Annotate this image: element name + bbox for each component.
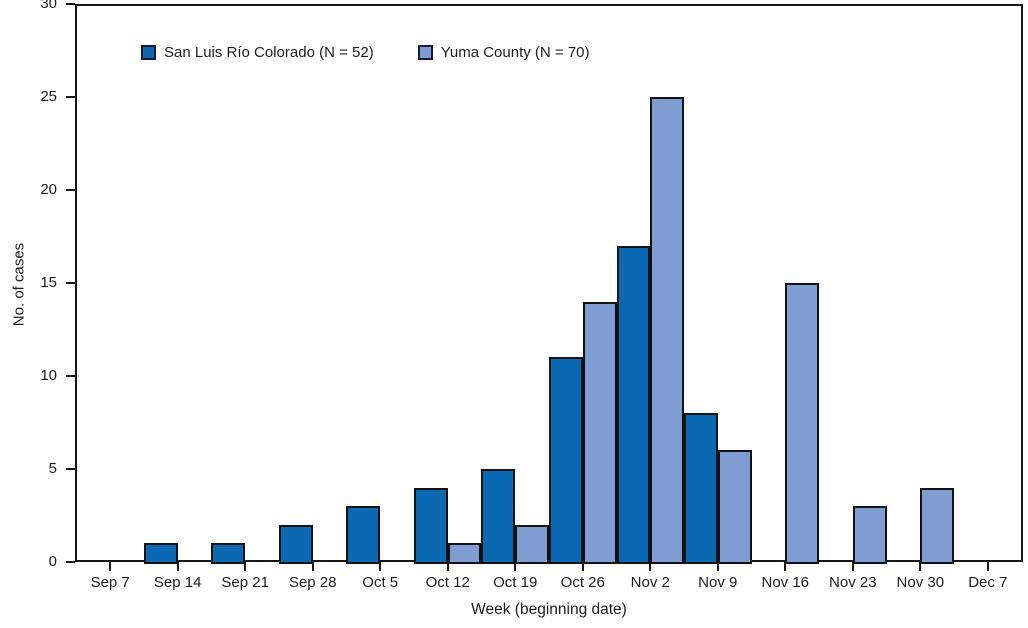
- x-axis-tick-label: Sep 14: [153, 574, 202, 591]
- y-axis-tick-label: 5: [48, 460, 57, 477]
- y-axis-tick: [66, 282, 75, 284]
- y-axis-tick-label: 15: [40, 274, 57, 291]
- x-axis-tick: [851, 561, 854, 571]
- x-axis-tick-label: Oct 5: [362, 574, 399, 591]
- y-axis-tick: [66, 189, 75, 191]
- y-axis-tick: [66, 561, 75, 563]
- y-axis-tick: [66, 3, 75, 5]
- x-axis-tick-label: Nov 2: [630, 574, 670, 591]
- x-axis-tick-label: Dec 7: [968, 574, 1008, 591]
- bar-yuma-county: [582, 301, 617, 564]
- legend-item-yuma-county: Yuma County (N = 70): [417, 44, 590, 61]
- x-axis-tick: [311, 561, 314, 571]
- x-axis-tick-label: Sep 21: [221, 574, 269, 591]
- x-axis-tick: [986, 561, 989, 571]
- bar-yuma-county: [717, 450, 752, 564]
- y-axis-tick-label: 20: [40, 181, 57, 198]
- bar-yuma-county: [852, 506, 887, 564]
- x-axis-tick: [379, 561, 382, 571]
- x-axis-tick: [784, 561, 787, 571]
- y-axis-tick: [66, 96, 75, 98]
- bar-san-luis-rio-colorado: [278, 524, 313, 564]
- y-axis-tick-label: 0: [48, 553, 57, 570]
- legend-label-yuma-county: Yuma County (N = 70): [440, 44, 590, 61]
- y-axis-tick-label: 30: [40, 0, 57, 12]
- x-axis-tick-label: Oct 26: [560, 574, 605, 591]
- legend-swatch-yuma-county: [417, 45, 433, 60]
- bar-san-luis-rio-colorado: [549, 357, 583, 564]
- bar-yuma-county: [650, 97, 684, 564]
- bar-san-luis-rio-colorado: [413, 487, 448, 564]
- x-axis-tick-label: Nov 23: [829, 574, 877, 591]
- y-axis-tick-label: 10: [40, 367, 57, 384]
- x-axis-tick: [176, 561, 179, 571]
- bar-yuma-county: [515, 524, 549, 564]
- bar-yuma-county: [447, 543, 482, 564]
- x-axis-tick: [109, 561, 112, 571]
- x-axis-tick: [716, 561, 719, 571]
- x-axis-tick-label: Nov 9: [698, 574, 738, 591]
- x-axis-tick: [919, 561, 922, 571]
- bar-san-luis-rio-colorado: [143, 543, 178, 564]
- legend-label-san-luis-rio-colorado: San Luis Río Colorado (N = 52): [164, 44, 374, 61]
- y-axis-tick: [66, 468, 75, 470]
- x-axis-title: Week (beginning date): [471, 601, 627, 618]
- bar-san-luis-rio-colorado: [211, 543, 246, 564]
- bar-yuma-county: [920, 487, 955, 564]
- x-axis-tick: [446, 561, 449, 571]
- legend: San Luis Río Colorado (N = 52) Yuma Coun…: [141, 44, 590, 61]
- bar-san-luis-rio-colorado: [684, 413, 718, 564]
- bar-yuma-county: [785, 283, 820, 564]
- bar-san-luis-rio-colorado: [616, 245, 651, 564]
- bar-san-luis-rio-colorado: [346, 506, 381, 564]
- x-axis-tick-label: Sep 28: [288, 574, 337, 591]
- x-axis-tick-label: Oct 19: [493, 574, 538, 591]
- x-axis-tick-label: Oct 12: [425, 574, 470, 591]
- y-axis-tick: [66, 375, 75, 377]
- legend-swatch-san-luis-rio-colorado: [141, 45, 156, 60]
- x-axis-tick: [244, 561, 247, 571]
- x-axis-tick-label: Sep 7: [90, 574, 130, 591]
- x-axis-tick: [581, 561, 584, 571]
- legend-item-san-luis-rio-colorado: San Luis Río Colorado (N = 52): [141, 44, 374, 61]
- x-axis-tick: [514, 561, 517, 571]
- y-axis-tick-label: 25: [40, 88, 57, 105]
- x-axis-tick-label: Nov 30: [896, 574, 945, 591]
- bar-san-luis-rio-colorado: [481, 469, 516, 564]
- x-axis-tick: [649, 561, 652, 571]
- x-axis-tick-label: Nov 16: [761, 574, 810, 591]
